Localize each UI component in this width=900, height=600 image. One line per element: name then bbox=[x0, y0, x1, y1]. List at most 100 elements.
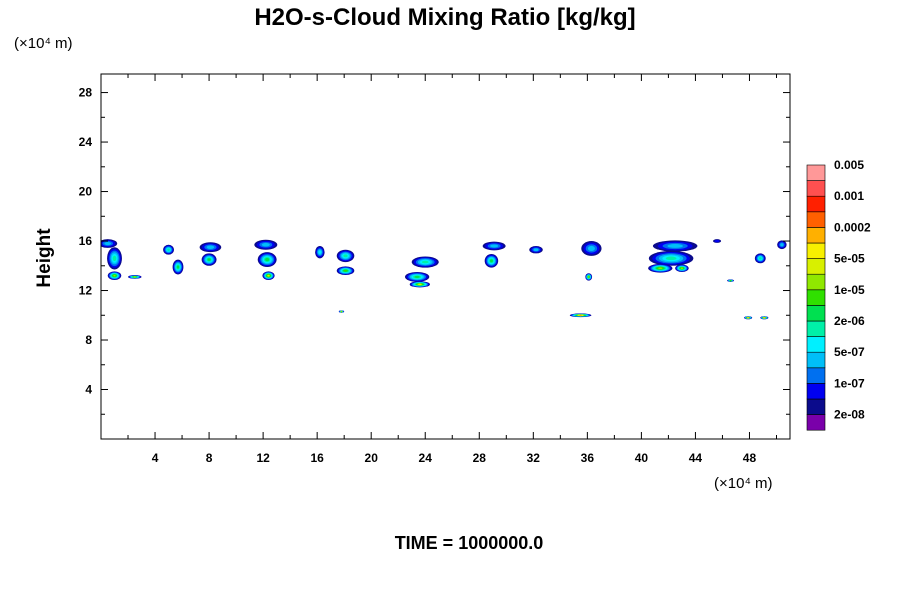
cloud-12 bbox=[336, 249, 355, 263]
legend-swatch bbox=[806, 305, 826, 322]
cloud-contour bbox=[265, 258, 270, 262]
cloud-24 bbox=[652, 240, 698, 252]
y-axis-label: Height bbox=[34, 228, 55, 288]
cloud-17 bbox=[409, 281, 430, 288]
time-label: TIME = 1000000.0 bbox=[395, 533, 544, 553]
cloud-contour bbox=[780, 243, 784, 247]
legend-label: 2e-06 bbox=[834, 314, 865, 328]
cloud-10 bbox=[262, 271, 275, 281]
legend-swatch bbox=[806, 258, 826, 275]
x-tick-label: 44 bbox=[689, 451, 703, 465]
y-tick-label: 16 bbox=[79, 234, 93, 248]
y-tick-label: 4 bbox=[85, 383, 92, 397]
cloud-29 bbox=[727, 279, 734, 282]
cloud-31 bbox=[777, 240, 787, 250]
cloud-contour bbox=[343, 269, 348, 272]
cloud-contour bbox=[414, 275, 420, 278]
cloud-contour bbox=[490, 244, 499, 248]
legend-label: 0.001 bbox=[834, 189, 864, 203]
cloud-contour bbox=[261, 243, 270, 247]
legend-label: 1e-07 bbox=[834, 376, 865, 390]
cloud-11 bbox=[315, 245, 325, 259]
cloud-32 bbox=[744, 316, 753, 320]
cloud-9 bbox=[257, 252, 277, 268]
x-tick-label: 4 bbox=[152, 451, 159, 465]
x-tick-label: 32 bbox=[527, 451, 541, 465]
cloud-26 bbox=[648, 263, 673, 273]
cloud-contour bbox=[112, 255, 117, 262]
cloud-contour bbox=[267, 274, 270, 277]
cloud-21 bbox=[581, 241, 602, 256]
cloud-15 bbox=[411, 256, 439, 268]
cloud-18 bbox=[482, 241, 506, 251]
cloud-25 bbox=[648, 250, 694, 266]
cloud-23 bbox=[569, 313, 592, 318]
cloud-22 bbox=[585, 273, 593, 281]
x-axis-unit: (×10⁴ m) bbox=[714, 475, 773, 492]
cloud-contour bbox=[113, 274, 116, 277]
cloud-16 bbox=[404, 271, 430, 282]
y-tick-label: 24 bbox=[79, 135, 93, 149]
cloud-contour bbox=[729, 279, 732, 282]
legend-swatch bbox=[806, 383, 826, 400]
cloud-contour bbox=[758, 257, 762, 260]
legend-swatch bbox=[806, 336, 826, 353]
legend-swatch bbox=[806, 227, 826, 244]
cloud-contour bbox=[206, 245, 215, 249]
y-tick-label: 20 bbox=[79, 185, 93, 199]
cloud-4 bbox=[163, 244, 174, 255]
cloud-20 bbox=[529, 245, 543, 254]
chart-title: H2O-s-Cloud Mixing Ratio [kg/kg] bbox=[254, 4, 635, 31]
legend-label: 0.0002 bbox=[834, 220, 871, 234]
cloud-contour bbox=[421, 260, 429, 264]
cloud-contour bbox=[340, 310, 343, 313]
legend-swatch bbox=[806, 367, 826, 384]
cloud-contour bbox=[176, 265, 180, 269]
cloud-contour bbox=[658, 267, 663, 270]
cloud-7 bbox=[201, 253, 217, 266]
cloud-contour bbox=[714, 239, 720, 243]
legend-swatch bbox=[806, 289, 826, 306]
cloud-contour bbox=[665, 256, 677, 261]
cloud-contour bbox=[587, 245, 595, 252]
x-tick-label: 8 bbox=[206, 451, 213, 465]
legend-label: 2e-08 bbox=[834, 408, 865, 422]
legend-swatch bbox=[806, 414, 826, 431]
x-tick-label: 16 bbox=[310, 451, 324, 465]
cloud-33 bbox=[760, 316, 769, 320]
x-tick-label: 24 bbox=[419, 451, 433, 465]
cloud-3 bbox=[128, 275, 142, 279]
cloud-contour bbox=[318, 250, 322, 254]
cloud-contour bbox=[133, 276, 136, 278]
cloud-contour bbox=[763, 316, 766, 319]
cloud-13 bbox=[336, 266, 355, 276]
cloud-contour bbox=[207, 258, 211, 261]
legend-swatch bbox=[806, 195, 826, 213]
cloud-contour bbox=[167, 248, 170, 251]
cloud-6 bbox=[199, 242, 222, 253]
cloud-2 bbox=[107, 271, 122, 281]
legend-swatch bbox=[806, 320, 826, 337]
legend-label: 5e-05 bbox=[834, 252, 865, 266]
cloud-30 bbox=[754, 253, 766, 264]
y-axis-unit: (×10⁴ m) bbox=[14, 35, 73, 52]
cloud-28 bbox=[712, 239, 722, 243]
x-tick-label: 20 bbox=[365, 451, 379, 465]
cloud-1 bbox=[107, 247, 122, 270]
cloud-field bbox=[101, 239, 787, 320]
cloud-27 bbox=[675, 264, 689, 272]
y-tick-label: 28 bbox=[79, 86, 93, 100]
legend-swatch bbox=[806, 164, 826, 181]
color-legend: 2e-08 1e-07 5e-07 2e-06 1e-05 5e-05 0.0002 0.00… bbox=[806, 158, 871, 431]
x-tick-label: 12 bbox=[256, 451, 270, 465]
x-tick-label: 40 bbox=[635, 451, 649, 465]
legend-swatch bbox=[806, 398, 826, 415]
plot-frame bbox=[100, 73, 791, 440]
cloud-contour bbox=[680, 267, 684, 270]
cloud-contour bbox=[343, 254, 348, 258]
legend-swatch bbox=[806, 242, 826, 259]
x-tick-label: 28 bbox=[473, 451, 487, 465]
legend-label: 0.005 bbox=[834, 158, 864, 172]
